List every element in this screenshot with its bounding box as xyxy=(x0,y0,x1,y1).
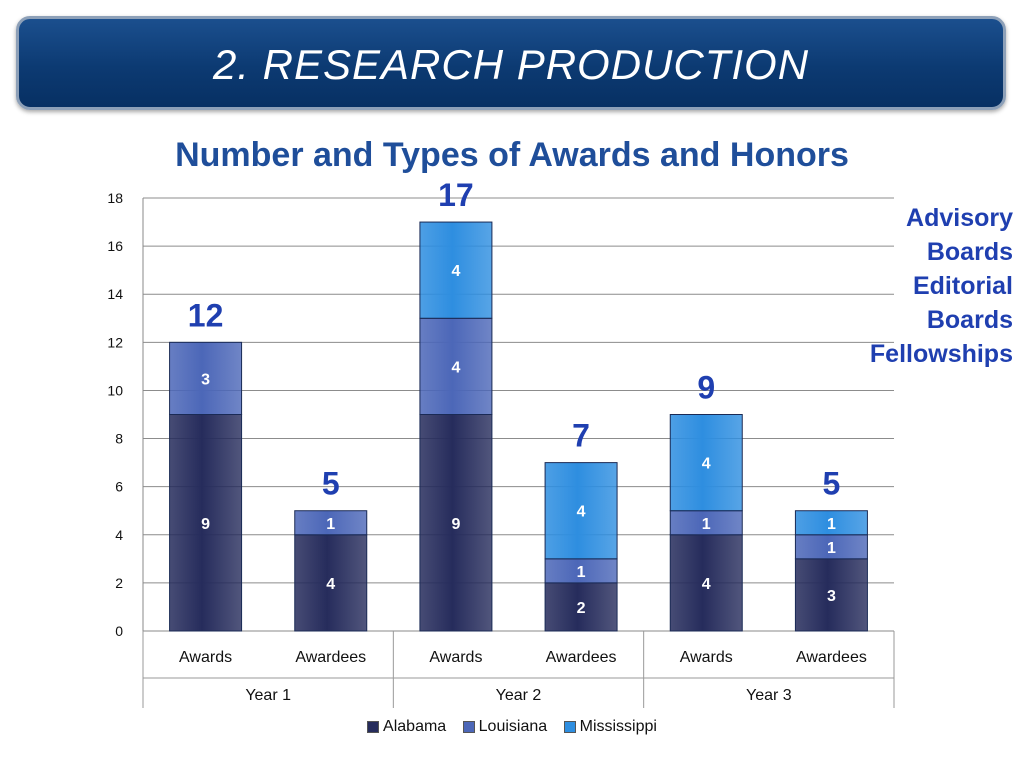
data-label: 9 xyxy=(201,516,210,533)
bar-segment xyxy=(544,462,618,560)
bar-segment xyxy=(669,510,743,536)
bar-segment xyxy=(669,534,743,632)
bar-segment xyxy=(794,534,868,560)
group-label: Year 1 xyxy=(245,687,291,704)
legend-item-mississippi: Mississippi xyxy=(563,718,657,736)
bar-segment xyxy=(419,317,493,415)
data-label: 1 xyxy=(577,564,586,581)
bar-segment xyxy=(169,341,243,416)
y-tick-label: 18 xyxy=(107,190,123,206)
data-label: 2 xyxy=(577,600,586,617)
total-label: 12 xyxy=(188,297,224,333)
y-tick-label: 4 xyxy=(115,527,123,543)
x-tick-label: Awardees xyxy=(295,649,366,666)
chart-legend: Alabama Louisiana Mississippi xyxy=(0,718,1024,736)
y-tick-label: 12 xyxy=(107,334,123,350)
side-note-line: Fellowships xyxy=(869,340,1013,368)
bar-segment xyxy=(669,414,743,512)
y-tick-label: 6 xyxy=(115,479,123,495)
bar-segment xyxy=(544,582,618,632)
legend-swatch-mississippi xyxy=(563,720,576,733)
data-label: 1 xyxy=(827,540,836,557)
legend-swatch-louisiana xyxy=(462,720,475,733)
total-label: 5 xyxy=(322,466,340,502)
group-label: Year 3 xyxy=(746,687,792,704)
side-note-line: Boards xyxy=(926,238,1013,266)
chart-title: Number and Types of Awards and Honors xyxy=(175,136,849,174)
legend-label-louisiana: Louisiana xyxy=(478,718,548,735)
legend-label-alabama: Alabama xyxy=(383,718,447,735)
data-label: 3 xyxy=(827,588,836,605)
data-label: 4 xyxy=(326,576,335,593)
data-label: 3 xyxy=(201,371,210,388)
legend-item-alabama: Alabama xyxy=(367,718,446,736)
bar-segment xyxy=(419,414,493,632)
legend-label-mississippi: Mississippi xyxy=(579,718,657,735)
data-label: 4 xyxy=(702,456,711,473)
x-tick-label: Awards xyxy=(429,649,482,666)
y-tick-label: 16 xyxy=(107,238,123,254)
x-tick-label: Awardees xyxy=(546,649,617,666)
y-tick-label: 0 xyxy=(115,623,123,639)
data-label: 4 xyxy=(577,504,586,521)
data-label: 4 xyxy=(702,576,711,593)
total-label: 7 xyxy=(572,418,590,454)
side-note-line: Boards xyxy=(926,306,1013,334)
y-tick-label: 14 xyxy=(107,286,123,302)
y-tick-label: 10 xyxy=(107,382,123,398)
bar-segment xyxy=(294,534,368,632)
data-label: 1 xyxy=(827,516,836,533)
side-note: Advisory Boards Editorial Boards Fellows… xyxy=(870,201,1013,371)
y-tick-label: 8 xyxy=(115,431,123,447)
x-tick-label: Awards xyxy=(179,649,232,666)
total-label: 5 xyxy=(823,466,841,502)
bar-segment xyxy=(419,221,493,319)
bar-segment xyxy=(794,510,868,536)
data-label: 1 xyxy=(702,516,711,533)
slide-title: 2. RESEARCH PRODUCTION xyxy=(212,41,810,88)
side-note-line: Editorial xyxy=(912,272,1013,300)
side-note-line: Advisory xyxy=(906,204,1013,232)
legend-swatch-alabama xyxy=(367,720,380,733)
total-label: 9 xyxy=(697,370,715,406)
bar-segment xyxy=(544,558,618,584)
bar-segment xyxy=(169,414,243,632)
data-label: 9 xyxy=(451,516,460,533)
title-banner: 2. RESEARCH PRODUCTION xyxy=(16,16,1006,110)
data-label: 4 xyxy=(451,263,460,280)
data-label: 1 xyxy=(326,516,335,533)
x-tick-label: Awards xyxy=(680,649,733,666)
total-label: 17 xyxy=(438,177,474,213)
legend-item-louisiana: Louisiana xyxy=(462,718,548,736)
y-tick-label: 2 xyxy=(115,575,123,591)
data-label: 4 xyxy=(451,359,460,376)
group-label: Year 2 xyxy=(496,687,542,704)
x-tick-label: Awardees xyxy=(796,649,867,666)
bar-segment xyxy=(294,510,368,536)
bar-segment xyxy=(794,558,868,632)
